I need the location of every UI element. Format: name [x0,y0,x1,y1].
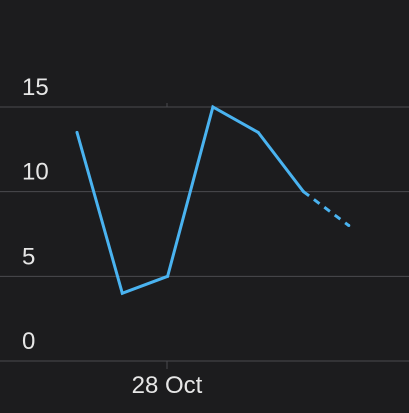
data-point [75,130,79,134]
series [75,104,351,296]
data-point [120,291,124,295]
data-point [256,130,260,134]
data-point [166,274,170,278]
y-tick-label: 15 [22,74,49,101]
y-tick-label: 10 [22,159,49,186]
series-line [75,104,305,296]
series-forecast-line [302,190,350,227]
y-tick-label: 5 [22,243,35,270]
x-tick-label: 28 Oct [132,372,203,399]
data-point [211,105,215,109]
y-axis: 0 5 10 15 [22,74,49,355]
data-point [302,190,305,194]
x-axis: 28 Oct [132,103,203,399]
y-tick-label: 0 [22,328,35,355]
grid [0,106,409,362]
data-point [347,224,351,228]
